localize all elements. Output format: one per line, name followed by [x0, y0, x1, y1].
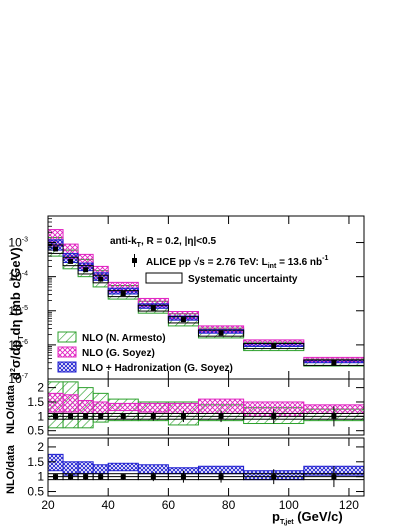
bottom-panel-y-ticks: 0.511.52: [27, 440, 364, 499]
data-point-5: [150, 305, 156, 311]
top-y-tick-label-2: 10-5: [8, 304, 28, 318]
bottom-hadron-bin-0: [47, 453, 64, 472]
bottom-hadron-bin-3: [92, 464, 109, 475]
bottom-y-axis-title: NLO/data: [5, 444, 17, 494]
middle-data-point-1: [68, 413, 74, 419]
legend-hadron-label: NLO + Hadronization (G. Soyez): [82, 363, 233, 374]
data-point-1: [68, 258, 74, 264]
middle-data-point-7: [218, 413, 224, 419]
middle-panel-frame: [47, 378, 365, 436]
data-point-6: [180, 317, 186, 323]
middle-data-point-6: [180, 413, 186, 419]
data-point-7: [218, 330, 224, 336]
middle-data-point-2: [83, 413, 89, 419]
bottom-data-point-5: [150, 474, 156, 480]
x-tick-label-0: 20: [41, 498, 55, 512]
middle-soyez-bin-2: [77, 400, 94, 414]
bottom-y-tick-label-3: 2: [37, 440, 44, 454]
x-tick-label-1: 40: [102, 498, 116, 512]
bottom-data-point-3: [98, 474, 104, 480]
legend-armesto-label: NLO (N. Armesto): [82, 333, 166, 344]
top-y-tick-label-4: 10-3: [8, 236, 28, 250]
data-point-0: [53, 246, 59, 252]
top-panel-data-points: [53, 246, 337, 366]
bottom-y-tick-label-0: 0.5: [27, 485, 44, 499]
bottom-data-point-2: [83, 474, 89, 480]
middle-y-tick-label-0: 0.5: [27, 424, 44, 438]
data-point-8: [271, 343, 277, 349]
bottom-y-tick-label-1: 1: [37, 470, 44, 484]
middle-data-point-5: [150, 413, 156, 419]
systematic-box-bin-5: [137, 304, 169, 312]
systematic-entry-label: Systematic uncertainty: [188, 274, 298, 285]
bottom-panel-bands: [47, 453, 365, 481]
top-panel-bands: [47, 229, 365, 367]
top-panel-y-ticks: 10-7 10-6 10-5 10-4 10-3: [8, 215, 364, 386]
middle-data-point-3: [98, 413, 104, 419]
middle-panel-bands: [47, 381, 365, 429]
algorithm-label: anti-kT, R = 0.2, |η|<0.5: [110, 236, 216, 249]
legend-soyez-label: NLO (G. Soyez): [82, 348, 155, 359]
middle-y-tick-label-2: 1.5: [27, 395, 44, 409]
middle-y-axis-title: NLO/data: [5, 384, 17, 434]
systematic-box-bin-1: [62, 256, 79, 267]
bottom-panel-data-points: [53, 466, 337, 488]
bottom-hadron-bin-1: [62, 461, 79, 476]
data-point-4: [120, 291, 126, 297]
bottom-panel-frame: [47, 437, 365, 497]
data-entry-label: ALICE pp √s = 2.76 TeV: Lint = 13.6 nb-1: [146, 255, 328, 270]
middle-soyez-bin-4: [107, 402, 139, 412]
top-y-tick-label-3: 10-4: [8, 270, 28, 284]
bottom-data-point-1: [68, 474, 74, 480]
x-tick-label-2: 60: [162, 498, 176, 512]
middle-data-point-4: [120, 413, 126, 419]
bottom-y-tick-label-2: 1.5: [27, 455, 44, 469]
middle-soyez-bin-1: [62, 394, 79, 413]
bottom-data-point-9: [331, 474, 337, 480]
data-point-3: [98, 276, 104, 282]
x-axis-title: pT,jet (GeV/c): [272, 509, 343, 526]
x-tick-label-5: 120: [339, 498, 359, 512]
y-axis-title: d2σ/dpTdη (mb c/GeV): [8, 247, 25, 380]
x-tick-label-3: 80: [222, 498, 236, 512]
bottom-hadron-bin-2: [77, 461, 94, 475]
bottom-data-point-4: [120, 474, 126, 480]
x-axis-ticks: 20 40 60 80 100 120: [41, 216, 359, 512]
systematic-legend-box: [145, 272, 183, 284]
bottom-data-point-8: [271, 474, 277, 480]
systematic-box-bin-3: [92, 274, 109, 284]
legend-soyez-swatch: [57, 346, 77, 358]
bottom-data-point-7: [218, 474, 224, 480]
middle-data-point-9: [331, 413, 337, 419]
systematic-box-bin-7: [197, 329, 245, 337]
middle-data-point-8: [271, 413, 277, 419]
data-point-2: [83, 267, 89, 273]
data-point-9: [331, 360, 337, 366]
middle-panel-y-ticks: 0.511.52: [27, 381, 364, 438]
middle-y-tick-label-3: 2: [37, 381, 44, 395]
systematic-box-bin-4: [107, 290, 139, 298]
top-y-tick-label-0: 10-7: [8, 372, 28, 386]
bottom-hadron-bin-4: [107, 462, 139, 472]
middle-y-tick-label-1: 1: [37, 409, 44, 423]
bottom-data-point-6: [180, 474, 186, 480]
systematic-box-bin-6: [167, 316, 199, 324]
systematic-box-bin-2: [77, 265, 94, 275]
legend-armesto-swatch: [57, 331, 77, 343]
middle-soyez-bin-5: [137, 402, 169, 413]
middle-soyez-bin-0: [47, 392, 64, 413]
middle-soyez-bin-3: [92, 401, 109, 414]
x-tick-label-4: 100: [279, 498, 299, 512]
top-y-tick-label-1: 10-6: [8, 338, 28, 352]
legend-hadron-swatch: [57, 361, 77, 373]
